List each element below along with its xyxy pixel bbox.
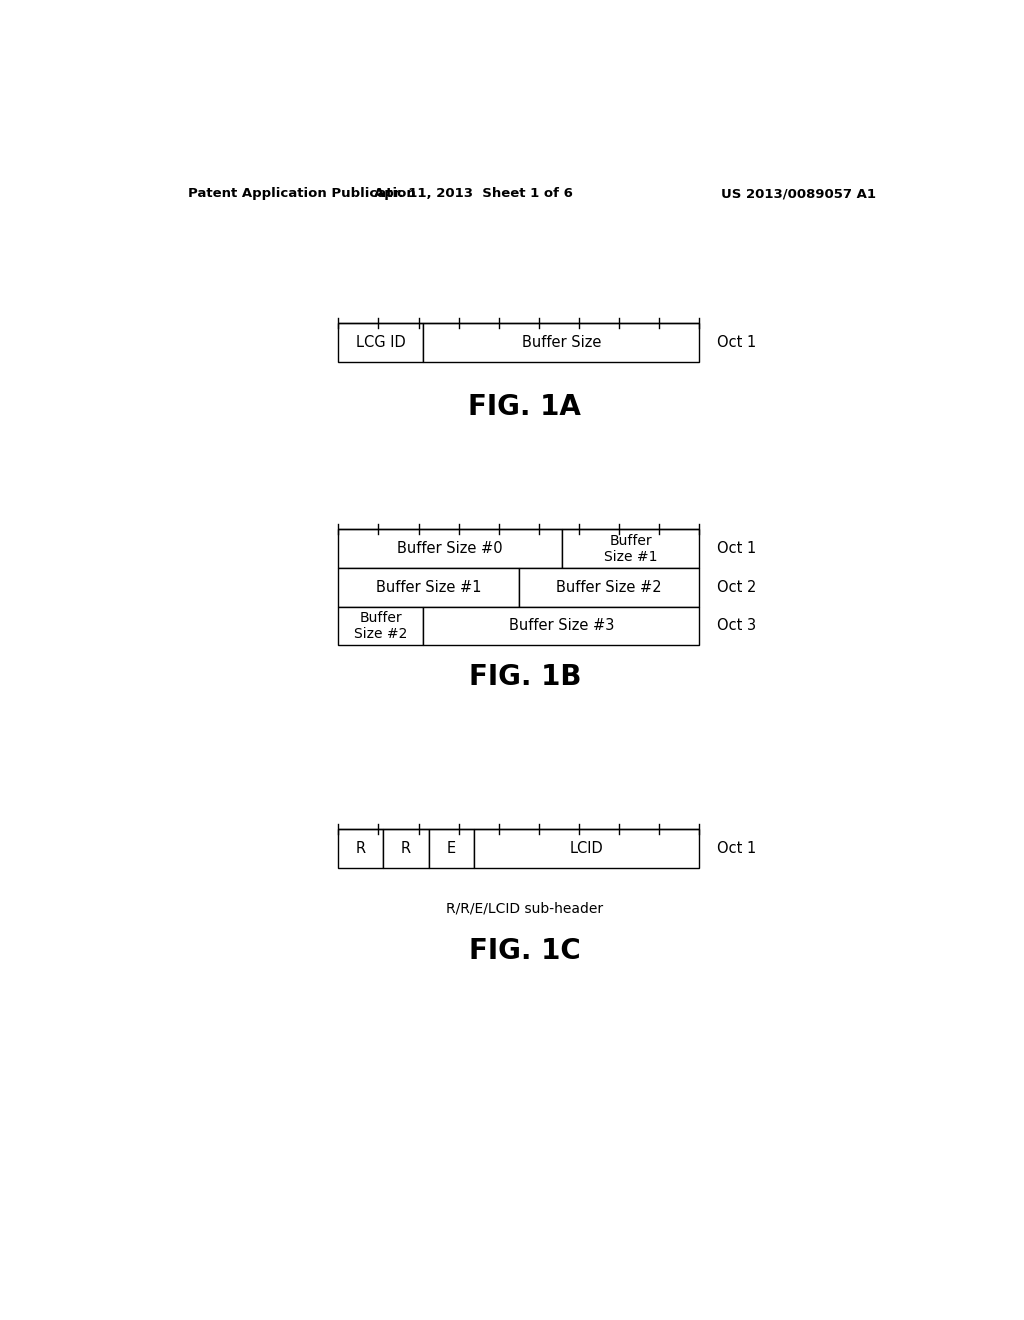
Bar [338,607,423,645]
Text: R: R [355,841,366,857]
Bar [338,323,423,362]
Bar [519,568,699,607]
Text: LCID: LCID [569,841,603,857]
Bar [338,529,562,568]
Bar [338,568,519,607]
Text: Oct 1: Oct 1 [717,841,756,857]
Text: Buffer Size #3: Buffer Size #3 [509,619,614,634]
Text: R/R/E/LCID sub-header: R/R/E/LCID sub-header [446,902,603,916]
Bar [423,607,699,645]
Bar [474,829,699,867]
Text: Buffer Size #1: Buffer Size #1 [376,579,481,595]
Text: Oct 1: Oct 1 [717,541,756,556]
Text: Oct 2: Oct 2 [717,579,757,595]
Text: R: R [401,841,411,857]
Bar [562,529,699,568]
Bar [383,829,429,867]
Text: Oct 3: Oct 3 [717,619,756,634]
Text: FIG. 1A: FIG. 1A [468,393,582,421]
Bar [423,323,699,362]
Text: Apr. 11, 2013  Sheet 1 of 6: Apr. 11, 2013 Sheet 1 of 6 [374,187,572,201]
Text: Buffer Size #0: Buffer Size #0 [397,541,503,556]
Text: Buffer
Size #2: Buffer Size #2 [354,611,408,642]
Bar [338,829,383,867]
Text: FIG. 1C: FIG. 1C [469,937,581,965]
Text: LCG ID: LCG ID [356,335,406,350]
Text: Patent Application Publication: Patent Application Publication [187,187,416,201]
Text: Buffer Size #2: Buffer Size #2 [556,579,662,595]
Text: FIG. 1B: FIG. 1B [469,663,581,690]
Text: US 2013/0089057 A1: US 2013/0089057 A1 [721,187,877,201]
Text: E: E [446,841,456,857]
Text: Buffer
Size #1: Buffer Size #1 [604,533,657,564]
Text: Oct 1: Oct 1 [717,335,756,350]
Bar [429,829,474,867]
Text: Buffer Size: Buffer Size [521,335,601,350]
